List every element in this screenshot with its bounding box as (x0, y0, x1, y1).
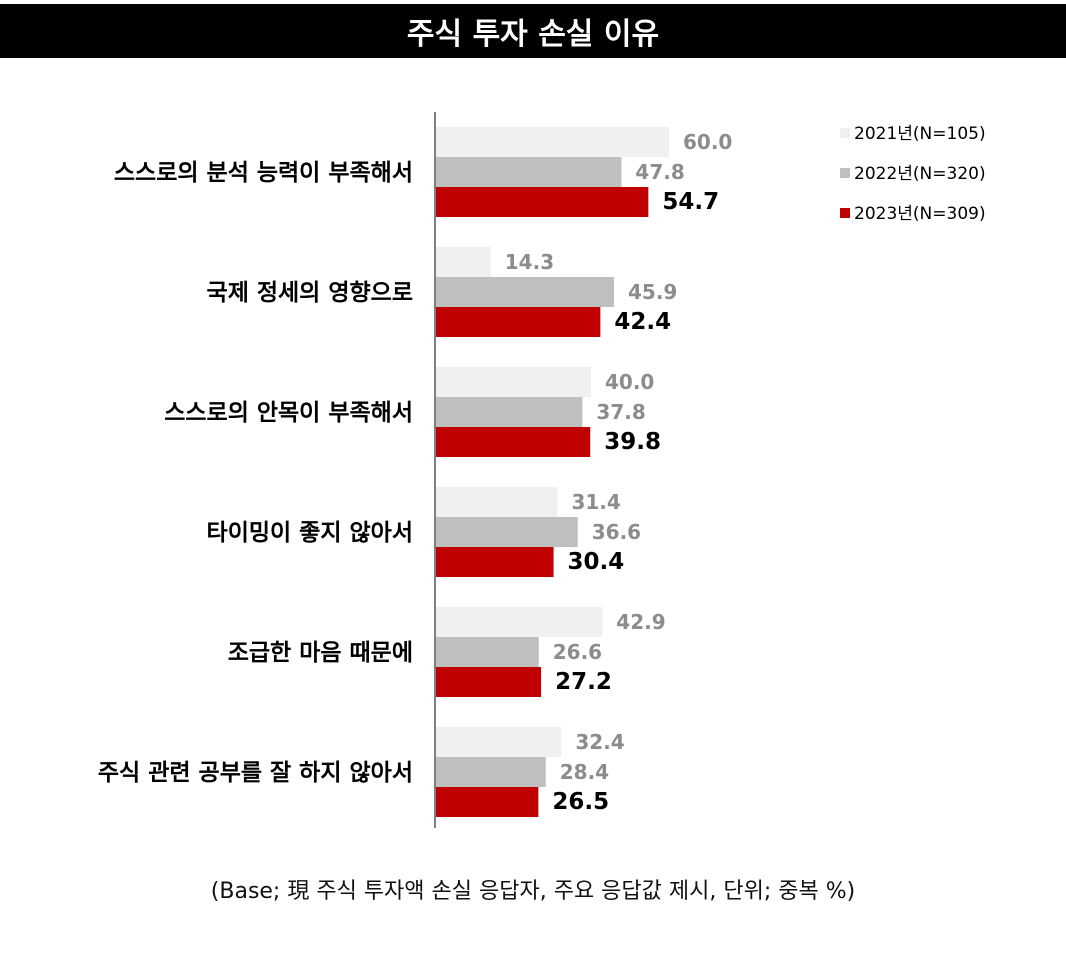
category-label: 스스로의 안목이 부족해서 (164, 400, 413, 426)
category-label: 주식 관련 공부를 잘 하지 않아서 (98, 760, 413, 786)
data-label: 54.7 (662, 189, 719, 215)
data-label: 26.6 (553, 640, 602, 664)
data-label: 30.4 (568, 549, 625, 575)
bar-2021 (435, 127, 669, 157)
legend-label: 2021년(N=105) (854, 124, 986, 144)
data-label: 28.4 (560, 760, 609, 784)
bar-2023 (435, 667, 542, 697)
data-label: 60.0 (683, 130, 732, 154)
data-label: 40.0 (605, 370, 654, 394)
bar-2022 (435, 277, 615, 307)
data-label: 39.8 (604, 429, 661, 455)
legend-swatch (840, 168, 850, 178)
category-label: 타이밍이 좋지 않아서 (207, 520, 413, 546)
bar-2021 (435, 367, 591, 397)
bar-2021 (435, 607, 603, 637)
bar-2023 (435, 787, 539, 817)
legend-label: 2023년(N=309) (854, 204, 986, 224)
legend-label: 2022년(N=320) (854, 164, 986, 184)
bar-2022 (435, 397, 583, 427)
data-label: 42.9 (616, 610, 665, 634)
data-label: 36.6 (592, 520, 641, 544)
bar-2023 (435, 187, 649, 217)
data-label: 27.2 (555, 669, 612, 695)
bar-2022 (435, 757, 546, 787)
data-label: 26.5 (552, 789, 609, 815)
bar-2022 (435, 637, 539, 667)
chart-footnote: (Base; 現 주식 투자액 손실 응답자, 주요 응답값 제시, 단위; 중… (210, 879, 856, 904)
category-label: 스스로의 분석 능력이 부족해서 (114, 160, 413, 186)
bar-2021 (435, 247, 491, 277)
data-label: 31.4 (571, 490, 620, 514)
data-label: 14.3 (505, 250, 554, 274)
bar-2022 (435, 517, 578, 547)
data-label: 42.4 (614, 309, 671, 335)
bar-2021 (435, 487, 558, 517)
legend-swatch (840, 208, 850, 218)
data-label: 47.8 (635, 160, 684, 184)
category-label: 조급한 마음 때문에 (228, 640, 413, 666)
data-label: 45.9 (628, 280, 677, 304)
bar-2023 (435, 427, 591, 457)
bar-2023 (435, 307, 601, 337)
chart-title: 주식 투자 손실 이유 (0, 4, 1066, 58)
data-label: 32.4 (575, 730, 624, 754)
bar-2021 (435, 727, 562, 757)
bar-2023 (435, 547, 554, 577)
data-label: 37.8 (596, 400, 645, 424)
category-label: 국제 정세의 영향으로 (207, 280, 413, 306)
legend-swatch (840, 128, 850, 138)
bar-2022 (435, 157, 622, 187)
